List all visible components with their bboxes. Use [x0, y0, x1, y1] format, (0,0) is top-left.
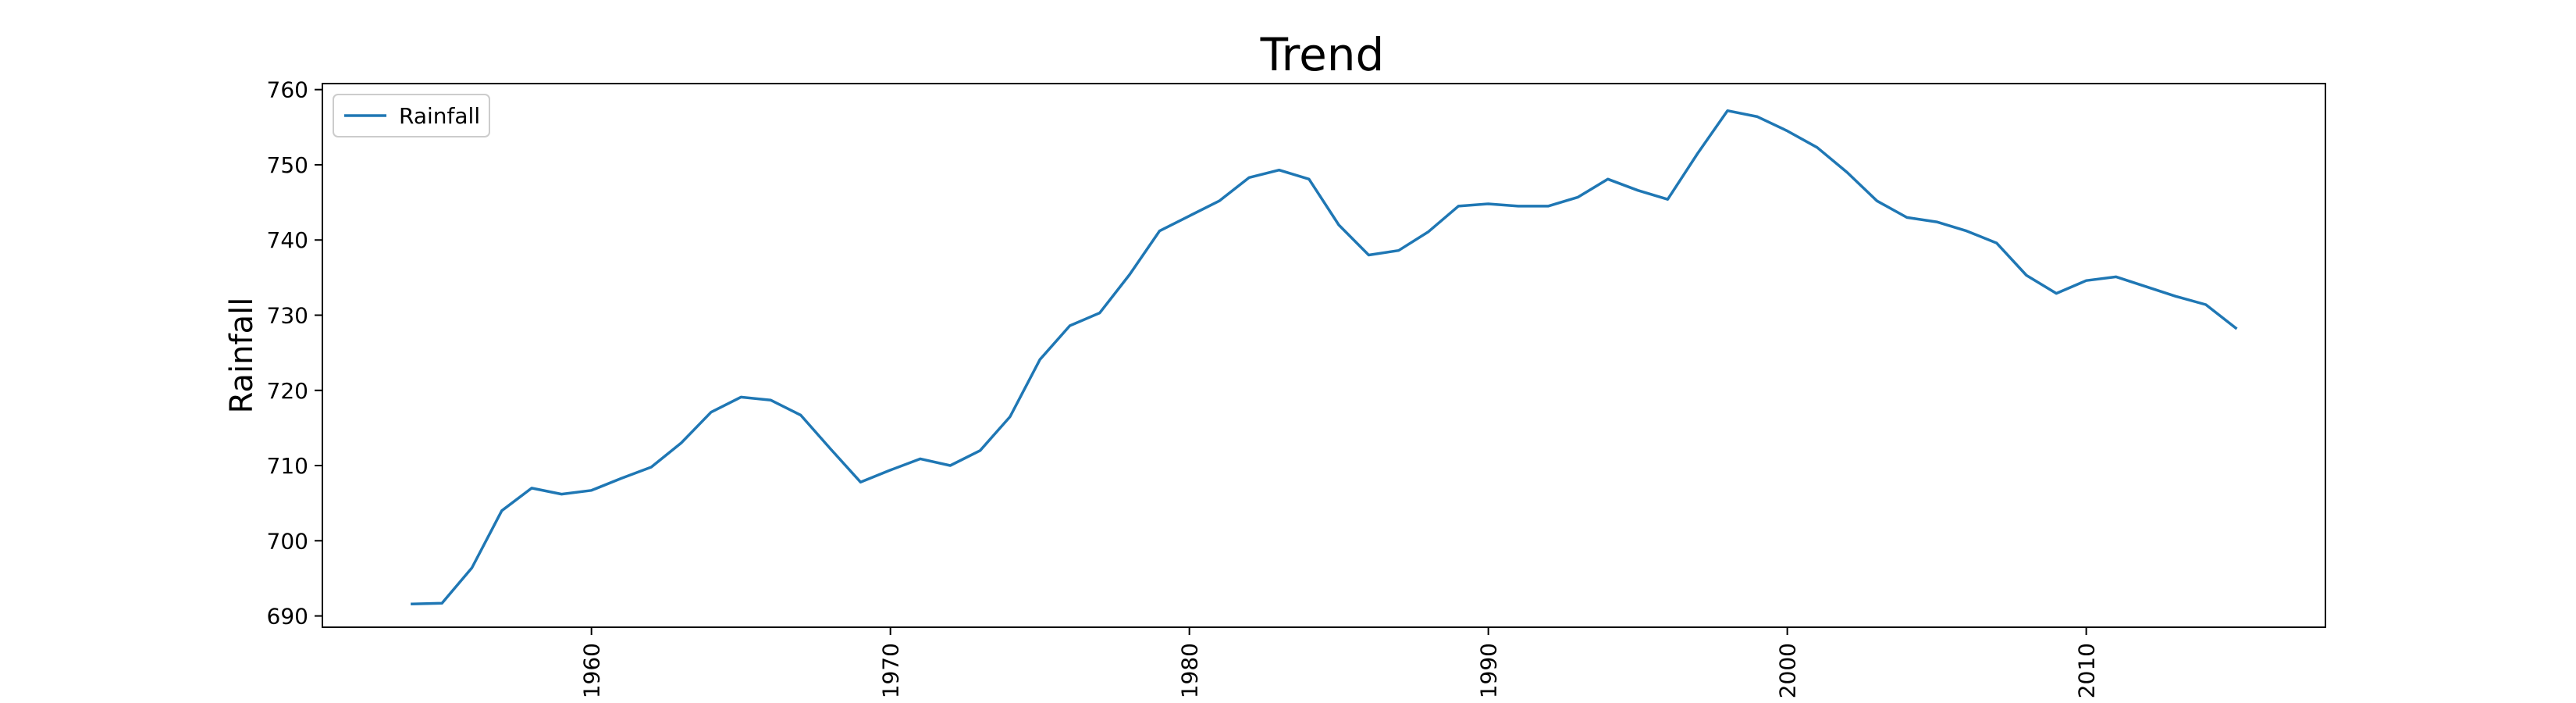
x-tick-label: 1970 [878, 643, 904, 698]
y-tick-label: 700 [267, 528, 308, 554]
y-tick-label: 740 [267, 227, 308, 253]
y-axis-label: Rainfall [224, 298, 260, 414]
y-tick-label: 750 [267, 152, 308, 178]
y-tick-label: 760 [267, 77, 308, 103]
legend: Rainfall [333, 94, 490, 137]
y-tick-label: 720 [267, 378, 308, 404]
x-axis: 1960 1970 1980 1990 2000 2010 [579, 627, 2100, 698]
y-tick-label: 690 [267, 604, 308, 630]
chart-title: Trend [1260, 28, 1385, 81]
legend-label: Rainfall [399, 103, 480, 129]
series-line-rainfall [411, 109, 2238, 605]
x-tick-label: 1980 [1177, 643, 1203, 698]
y-axis: 690 700 710 720 730 740 750 760 [267, 77, 322, 630]
x-tick-label: 1990 [1476, 643, 1502, 698]
x-tick-label: 2000 [1775, 643, 1801, 698]
series-layer [411, 109, 2238, 605]
x-tick-label: 1960 [579, 643, 605, 698]
y-tick-label: 710 [267, 453, 308, 479]
plot-area-frame [322, 83, 2326, 628]
y-tick-label: 730 [267, 302, 308, 328]
legend-box [333, 94, 490, 137]
x-tick-label: 2010 [2074, 643, 2100, 698]
